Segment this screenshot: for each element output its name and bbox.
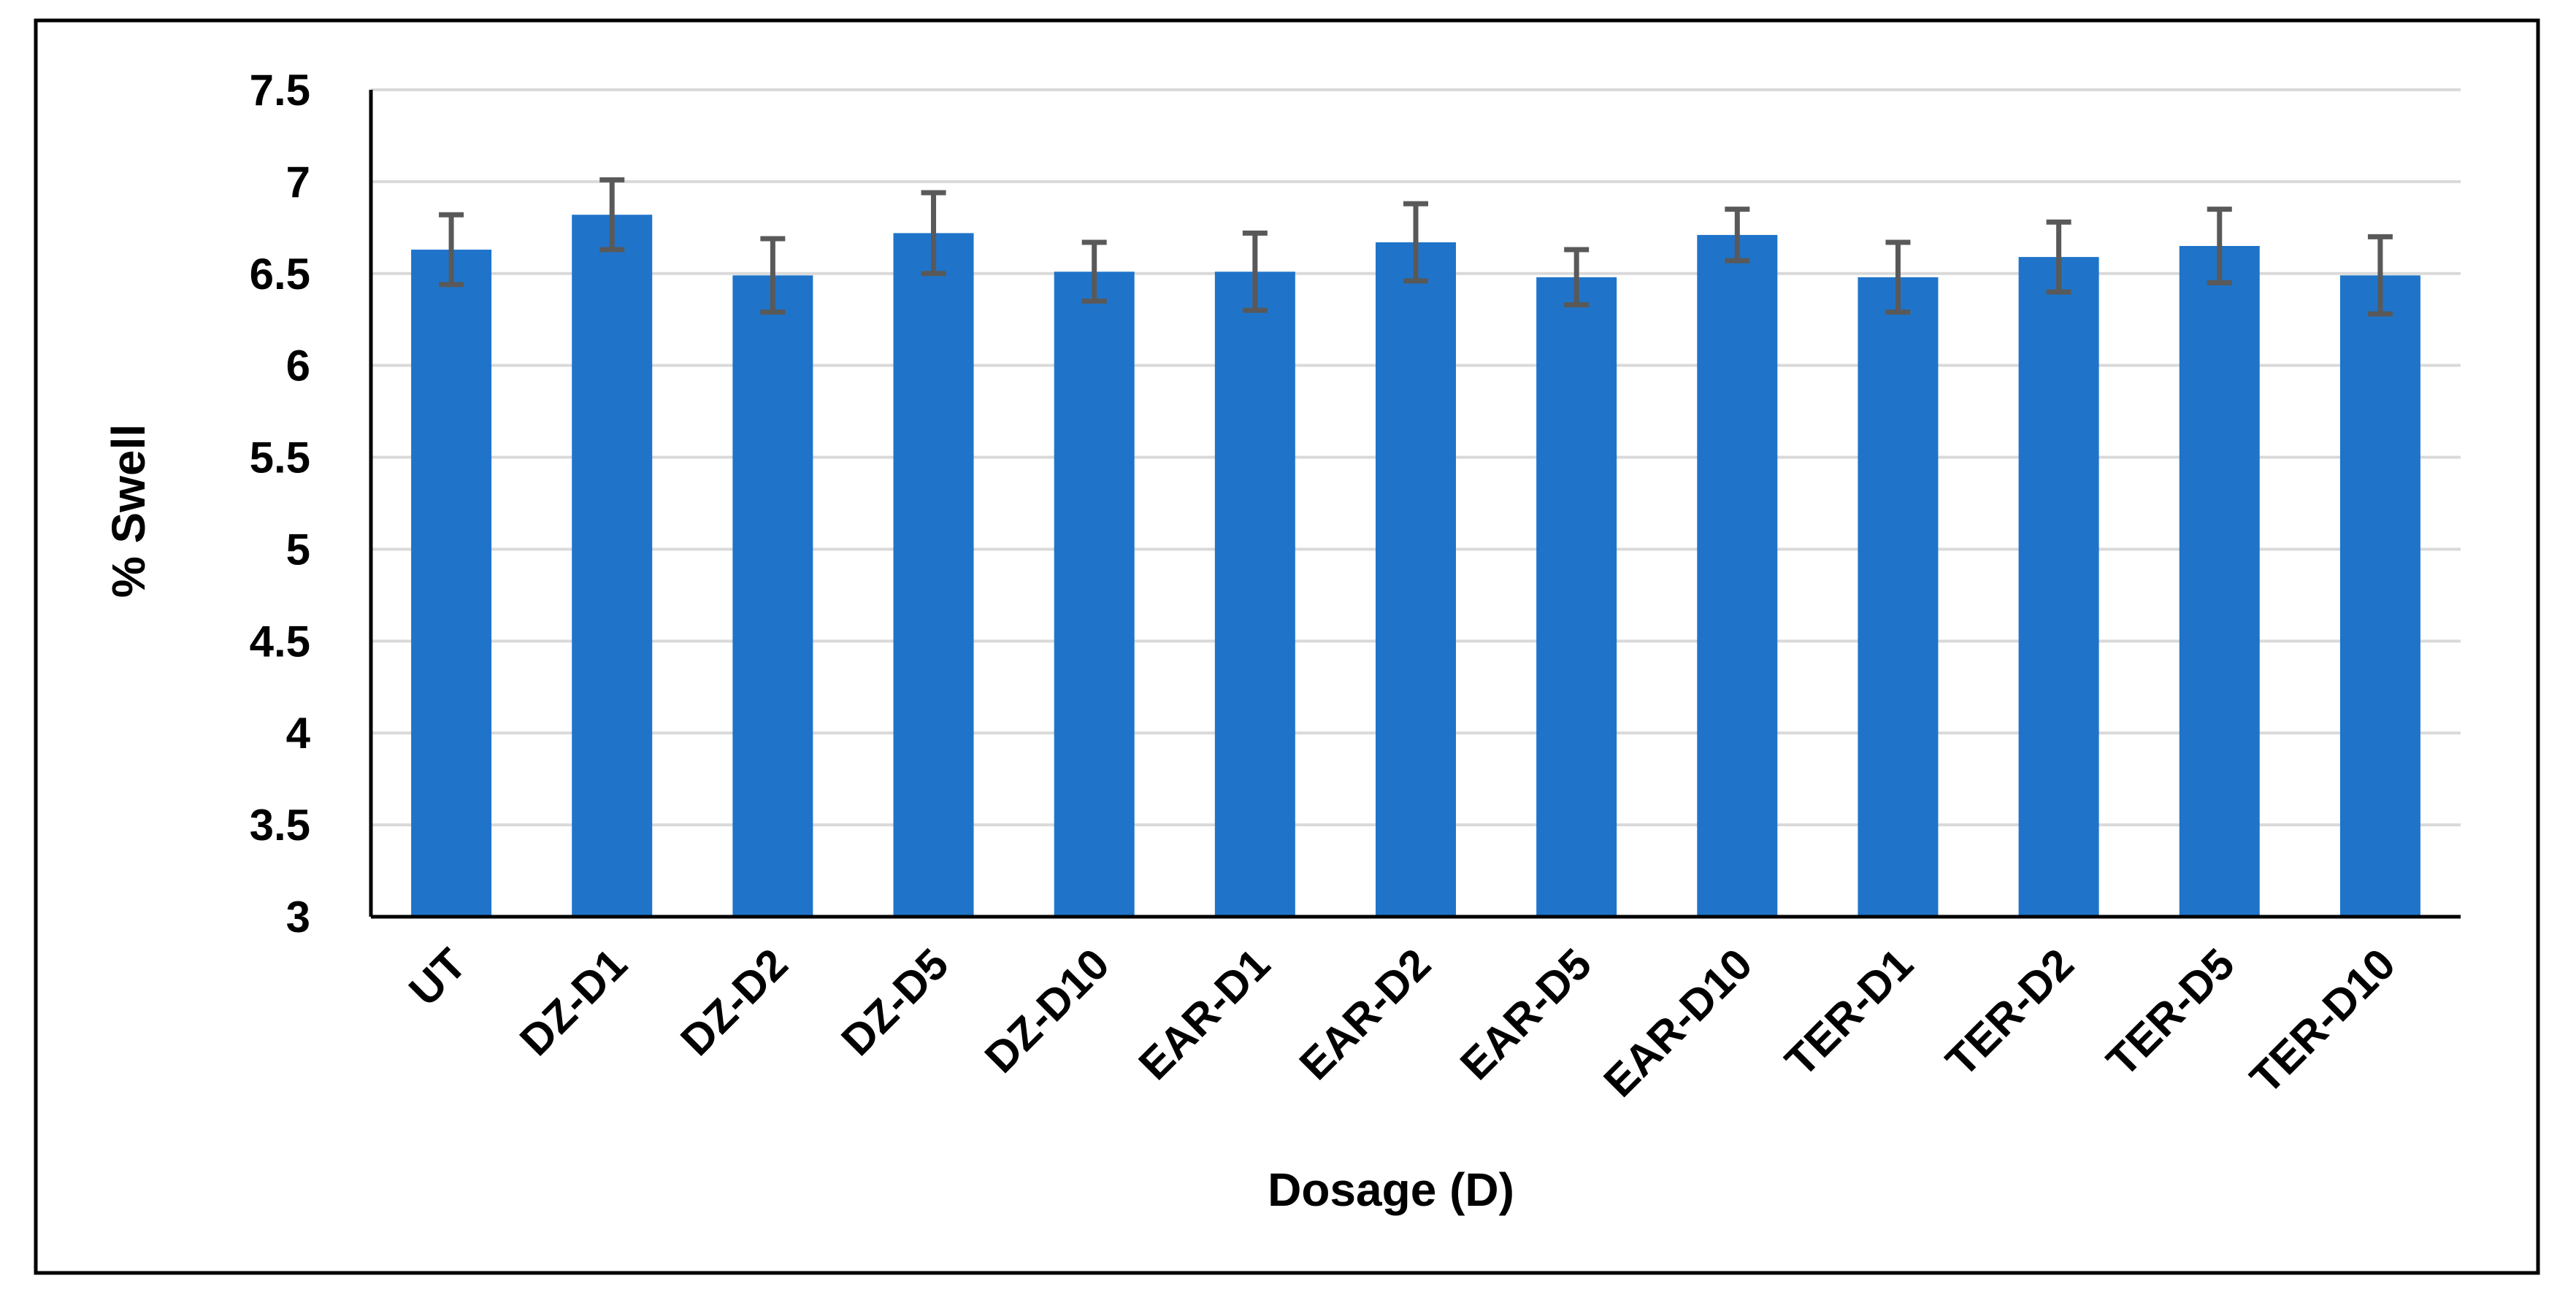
error-bars bbox=[439, 177, 2393, 317]
y-axis-title: % Swell bbox=[102, 424, 155, 598]
y-tick-label: 6.5 bbox=[250, 250, 310, 299]
y-tick-label: 4.5 bbox=[250, 617, 310, 666]
bar bbox=[411, 250, 492, 917]
axes bbox=[369, 90, 2461, 919]
bar bbox=[2018, 257, 2099, 917]
bar bbox=[1214, 272, 1295, 917]
bars bbox=[411, 215, 2420, 917]
x-axis-title: Dosage (D) bbox=[1268, 1163, 1514, 1216]
bar bbox=[1536, 277, 1617, 917]
bar bbox=[2179, 246, 2260, 917]
y-tick-label: 7.5 bbox=[250, 66, 310, 115]
bar bbox=[2339, 275, 2420, 917]
y-tick-label: 5 bbox=[286, 525, 310, 574]
bar bbox=[732, 275, 813, 917]
y-tick-label: 3 bbox=[286, 893, 310, 942]
y-tick-label: 4 bbox=[286, 709, 311, 758]
bar bbox=[893, 233, 974, 917]
y-tick-label: 7 bbox=[286, 158, 310, 207]
y-tick-label: 6 bbox=[286, 342, 310, 390]
y-tick-label: 5.5 bbox=[250, 434, 310, 482]
bar bbox=[1858, 277, 1939, 917]
y-tick-labels: 3 3.5 4 4.5 5 5.5 6 6.5 7 7.5 bbox=[250, 66, 311, 942]
bar bbox=[572, 215, 653, 917]
y-tick-label: 3.5 bbox=[250, 801, 310, 850]
bar bbox=[1054, 272, 1135, 917]
bar bbox=[1376, 242, 1456, 917]
bar bbox=[1697, 234, 1778, 917]
